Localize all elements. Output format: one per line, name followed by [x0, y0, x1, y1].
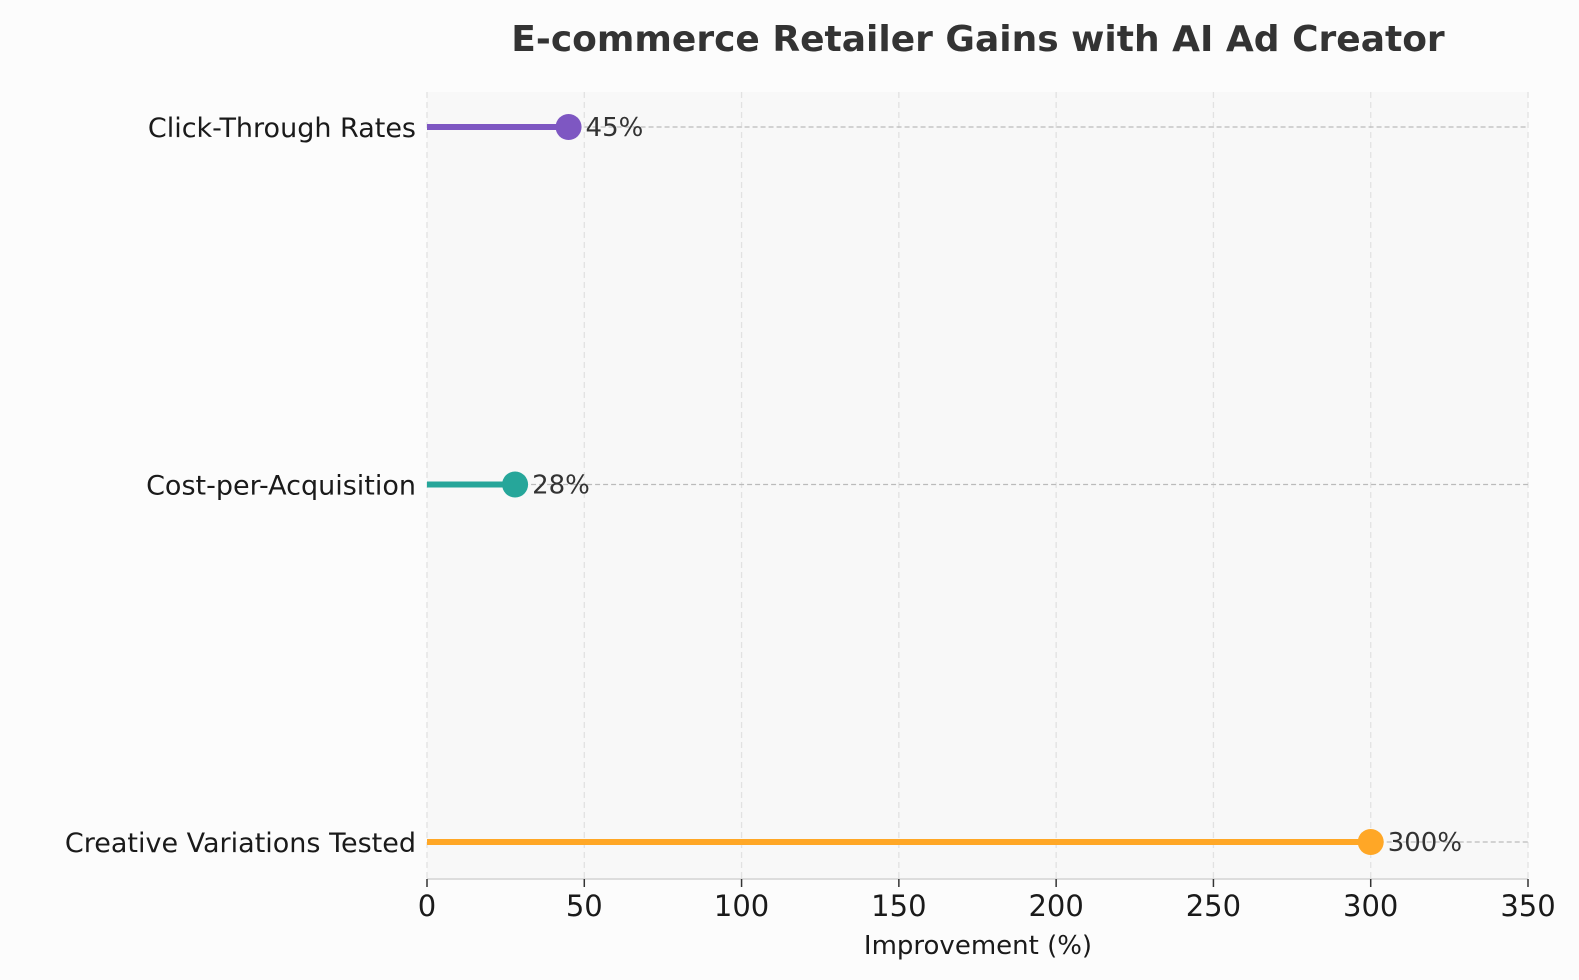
category-label: Cost-per-Acquisition: [146, 471, 416, 502]
row-guides: [515, 126, 1528, 843]
grid: [426, 92, 1529, 879]
x-tick-label: 50: [566, 889, 603, 923]
x-tick-label: 300: [1343, 889, 1398, 923]
lollipop-dot: [555, 114, 582, 140]
x-tick-label: 150: [871, 889, 926, 923]
lollipops: 45% 28% 300%: [427, 113, 1462, 858]
x-axis-title: Improvement (%): [864, 931, 1092, 961]
x-tick-label: 350: [1500, 889, 1555, 923]
value-label: 300%: [1388, 828, 1462, 858]
category-labels: Click-Through Rates Cost-per-Acquisition C…: [65, 113, 416, 859]
value-label: 45%: [586, 113, 644, 143]
category-label: Creative Variations Tested: [65, 828, 416, 859]
lollipop-dot: [1357, 829, 1384, 855]
plot-background: [427, 92, 1528, 879]
category-label: Click-Through Rates: [148, 113, 416, 144]
chart-title: E-commerce Retailer Gains with AI Ad Cre…: [511, 19, 1445, 60]
x-tick-label: 100: [714, 889, 769, 923]
x-axis-ticks: 0 50 100 150 200 250 300 350: [418, 879, 1556, 923]
x-tick-label: 0: [418, 889, 436, 923]
lollipop-dot: [502, 471, 529, 498]
x-tick-label: 200: [1028, 889, 1083, 923]
value-label: 28%: [532, 471, 590, 501]
x-tick-label: 250: [1186, 889, 1241, 923]
